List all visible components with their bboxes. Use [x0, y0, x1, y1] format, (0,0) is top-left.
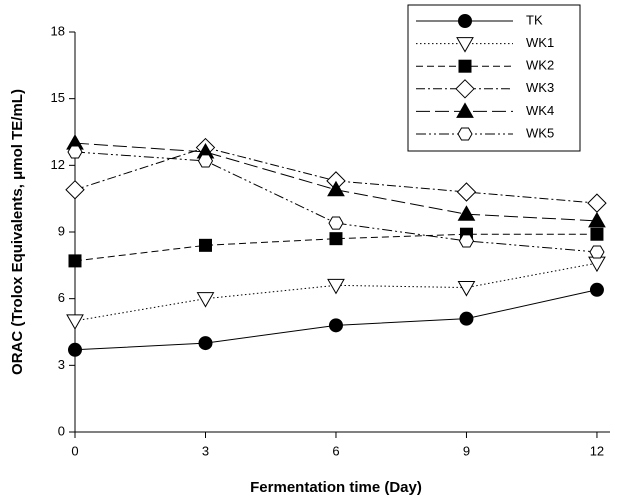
marker [458, 234, 475, 248]
marker [65, 180, 85, 200]
series-line [74, 151, 597, 253]
marker [329, 232, 343, 246]
marker [196, 292, 215, 308]
x-tick-label: 3 [202, 443, 209, 458]
marker [587, 193, 607, 213]
legend-label: WK3 [526, 80, 554, 95]
marker [457, 205, 476, 221]
legend-label: WK2 [526, 58, 554, 73]
x-tick-label: 12 [590, 443, 604, 458]
marker [588, 211, 606, 228]
marker [589, 245, 605, 259]
x-tick-label: 9 [463, 443, 470, 458]
legend-label: WK1 [526, 35, 554, 50]
legend-label: WK5 [526, 125, 554, 140]
y-tick-label: 12 [51, 157, 65, 172]
marker [456, 182, 477, 202]
y-tick-label: 0 [58, 423, 65, 438]
marker [66, 314, 84, 330]
y-axis-title: ORAC (Trolox Equivalents, μmol TE/mL) [9, 89, 26, 375]
x-tick-label: 6 [332, 443, 339, 458]
y-tick-label: 3 [58, 357, 65, 372]
marker [459, 311, 474, 326]
legend-label: TK [526, 12, 543, 27]
legend-marker [456, 37, 474, 53]
marker [328, 216, 344, 230]
marker [589, 282, 604, 297]
legend-marker [456, 102, 474, 118]
marker [457, 281, 476, 297]
legend-marker [458, 59, 472, 73]
marker [68, 342, 82, 357]
legend-box [407, 4, 581, 152]
y-tick-label: 6 [58, 290, 65, 305]
y-tick-label: 9 [58, 223, 65, 238]
marker [197, 154, 214, 168]
series-line [74, 147, 597, 204]
legend-marker [458, 14, 472, 28]
marker [327, 180, 345, 197]
y-tick-label: 18 [51, 23, 65, 38]
legend-label: WK4 [526, 103, 554, 118]
x-axis-title: Fermentation time (Day) [250, 479, 422, 496]
legend-marker [457, 127, 473, 141]
marker [327, 278, 345, 295]
marker [590, 227, 604, 241]
marker [67, 145, 83, 159]
x-tick-label: 0 [71, 443, 78, 458]
legend-marker [455, 79, 475, 99]
y-tick-label: 15 [51, 90, 65, 105]
series-line [74, 262, 598, 322]
marker [328, 318, 343, 333]
marker [68, 254, 82, 268]
marker [198, 238, 212, 252]
marker [198, 336, 213, 351]
